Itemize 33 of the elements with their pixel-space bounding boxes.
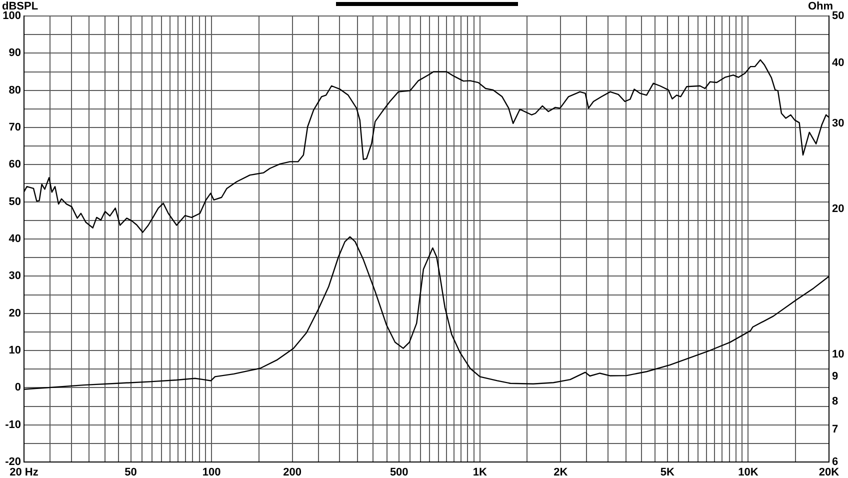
- y2-tick-label: 40: [8, 233, 21, 246]
- x-tick-label: 2K: [554, 466, 568, 478]
- y2-tick-label: 20: [8, 307, 21, 320]
- y2-tick-label: -20: [5, 456, 21, 468]
- x-tick-label: 20 Hz: [10, 466, 39, 478]
- y2-tick-label: -10: [5, 418, 21, 431]
- y-tick-label: 50: [832, 10, 844, 22]
- x-tick-label: 100: [202, 466, 221, 478]
- y2-tick-label: 90: [8, 47, 21, 60]
- x-tick-label: 50: [124, 466, 137, 478]
- y2-tick-label: 80: [8, 84, 21, 96]
- y-tick-label: 10: [832, 348, 844, 361]
- y2-tick-label: 10: [8, 344, 21, 357]
- x-tick-label: 1K: [472, 466, 487, 478]
- y-tick-label: 30: [832, 117, 844, 130]
- y2-tick-label: 30: [8, 270, 21, 282]
- y-tick-label: 20: [832, 202, 844, 215]
- y-tick-label: 9: [832, 370, 838, 383]
- x-tick-label: 500: [390, 466, 408, 478]
- y2-tick-label: 100: [2, 10, 21, 22]
- y2-tick-label: 60: [8, 158, 21, 171]
- y-tick-label: 8: [832, 396, 838, 408]
- x-tick-label: 5K: [660, 466, 675, 478]
- y-tick-label: 40: [832, 56, 844, 69]
- x-tick-label: 10K: [738, 466, 758, 478]
- x-tick-label: 200: [283, 466, 302, 478]
- x-tick-label: 20K: [818, 466, 840, 478]
- y2-tick-label: 70: [8, 122, 21, 134]
- y-axis-title: Ohm: [808, 0, 834, 13]
- y-tick-label: 7: [832, 424, 838, 436]
- y2-tick-label: 0: [14, 382, 21, 394]
- y-tick-label: 6: [832, 456, 838, 468]
- y2-tick-label: 50: [8, 196, 21, 208]
